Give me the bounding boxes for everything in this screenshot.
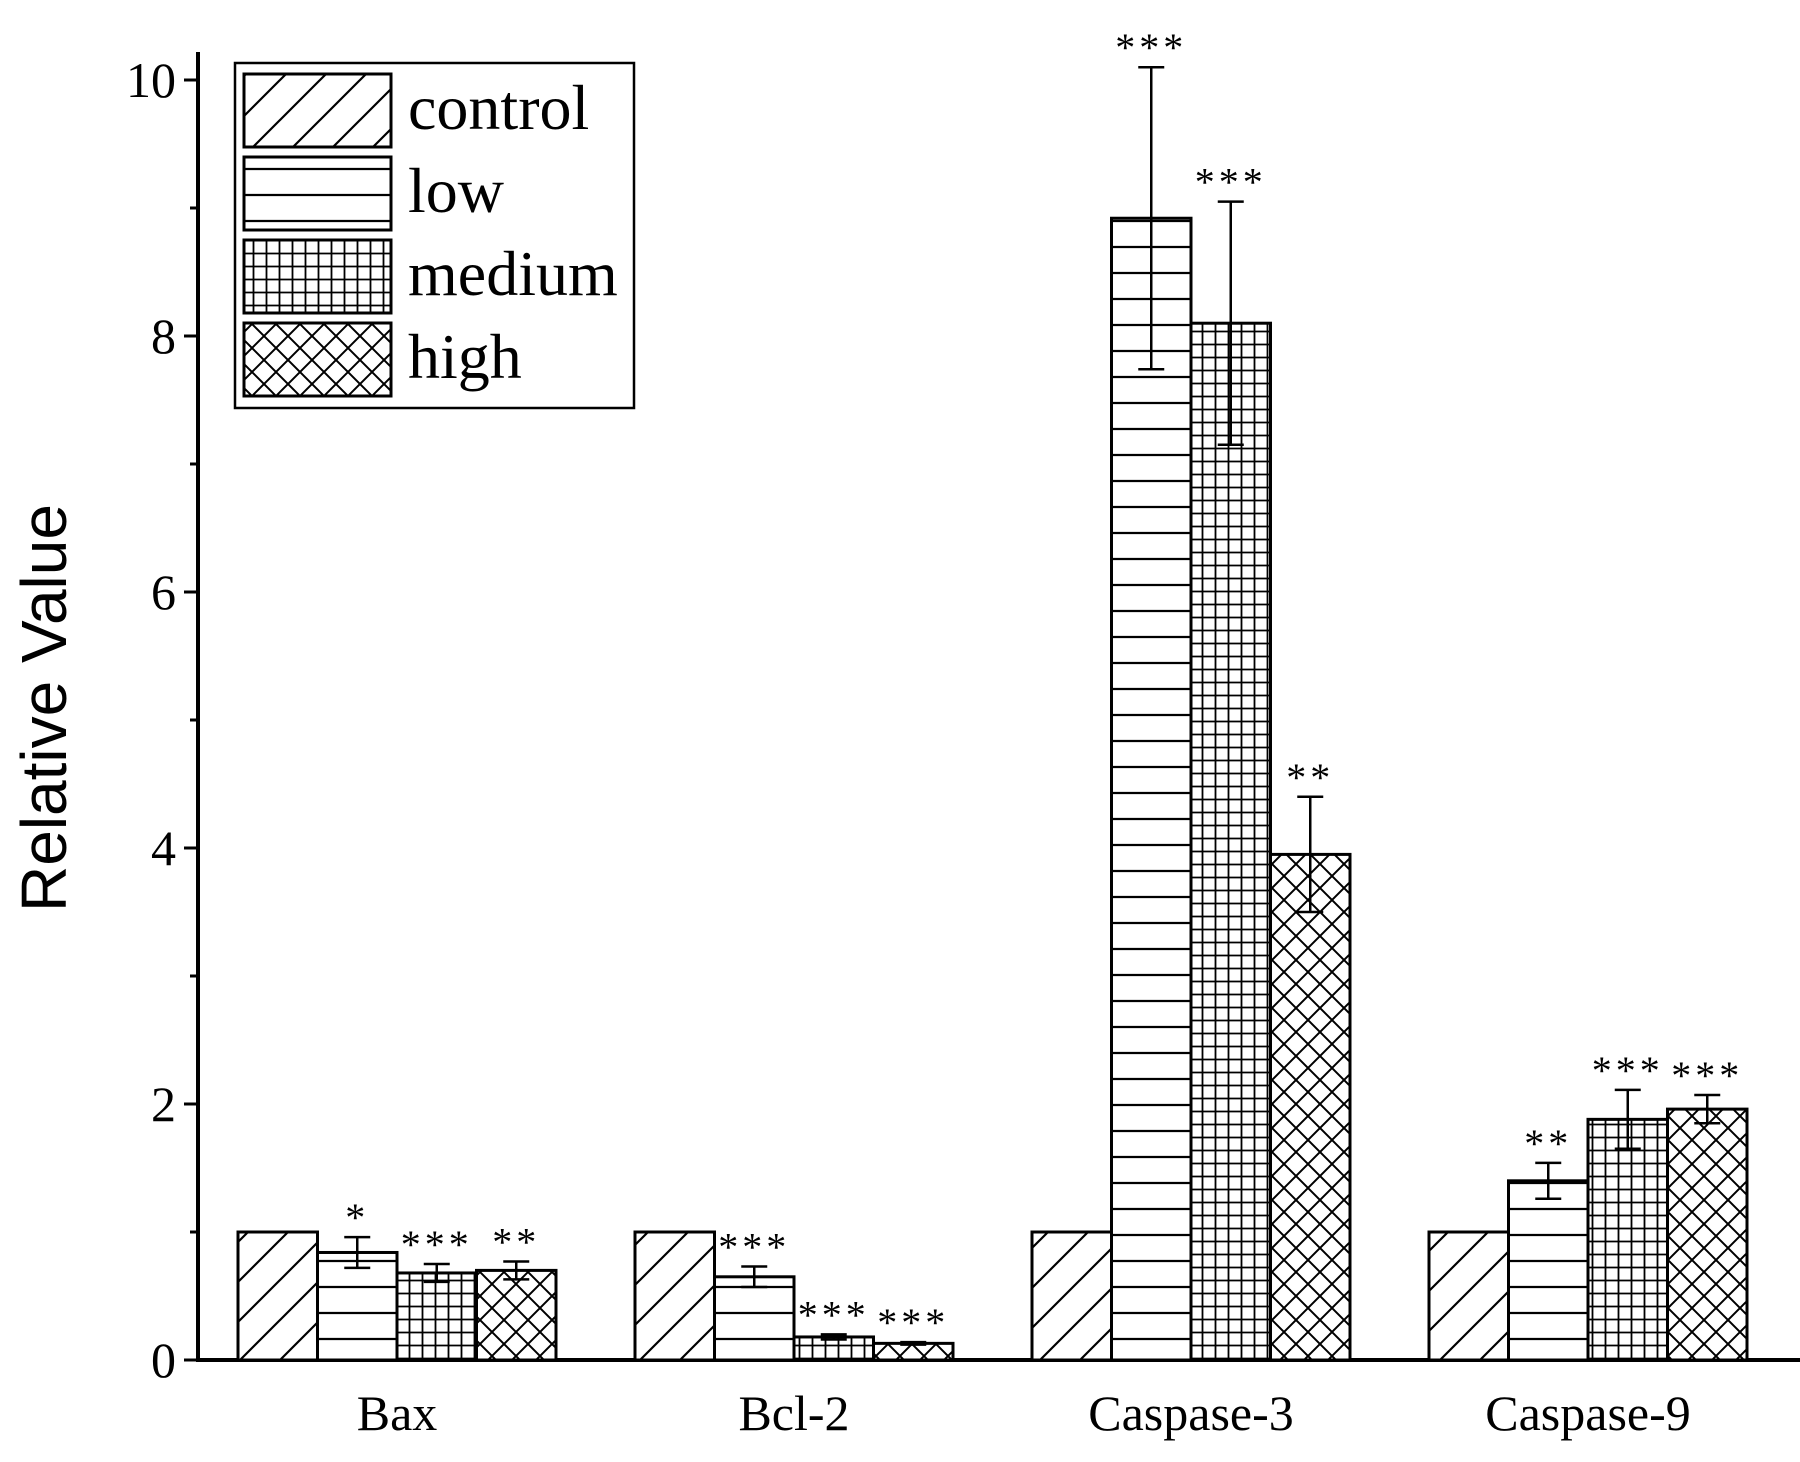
significance-marker: * bbox=[345, 1195, 369, 1240]
bar bbox=[475, 1268, 558, 1362]
legend-label: medium bbox=[408, 238, 618, 309]
significance-marker: *** bbox=[401, 1222, 473, 1267]
legend-label: control bbox=[408, 72, 589, 143]
x-tick-label: Caspase-9 bbox=[1485, 1385, 1691, 1441]
legend-label: low bbox=[408, 155, 504, 226]
bar bbox=[633, 1230, 716, 1362]
x-tick-label: Caspase-3 bbox=[1088, 1385, 1294, 1441]
legend-swatch bbox=[242, 321, 393, 398]
significance-marker: ** bbox=[492, 1219, 540, 1264]
significance-marker: *** bbox=[1671, 1053, 1743, 1098]
bar bbox=[1030, 1230, 1113, 1362]
bar bbox=[1507, 1179, 1590, 1362]
bar bbox=[1110, 216, 1193, 1362]
y-tick-label: 6 bbox=[151, 564, 176, 620]
significance-marker: *** bbox=[798, 1292, 870, 1337]
bar bbox=[1189, 321, 1272, 1362]
legend-label: high bbox=[408, 321, 522, 392]
bar bbox=[1666, 1107, 1749, 1362]
significance-marker: ** bbox=[1286, 755, 1334, 800]
y-tick-label: 10 bbox=[126, 52, 176, 108]
significance-marker: *** bbox=[1195, 160, 1267, 205]
legend: control low medium high bbox=[233, 61, 636, 410]
bar bbox=[1427, 1230, 1510, 1362]
bar bbox=[1586, 1117, 1669, 1362]
bar bbox=[316, 1250, 399, 1362]
x-tick-label: Bcl-2 bbox=[738, 1385, 849, 1441]
x-tick-label: Bax bbox=[357, 1385, 438, 1441]
significance-layer: **** ** ****** **************** *** bbox=[345, 25, 1743, 1345]
y-tick-label: 0 bbox=[151, 1332, 176, 1388]
bars-layer bbox=[236, 216, 1749, 1362]
y-tick-label: 2 bbox=[151, 1076, 176, 1132]
legend-swatch bbox=[242, 238, 393, 315]
legend-swatch bbox=[242, 72, 393, 149]
significance-marker: *** bbox=[877, 1300, 949, 1345]
error-bars-layer bbox=[344, 65, 1721, 1346]
y-axis-label: Relative Value bbox=[8, 504, 80, 912]
axes: 0 2 4 6 8 10 Bax Bcl-2 Caspase-3 Caspase-9 bbox=[126, 52, 1800, 1441]
bar bbox=[1269, 852, 1352, 1362]
significance-marker: ** bbox=[1524, 1121, 1572, 1166]
bar bbox=[236, 1230, 319, 1362]
legend-swatch bbox=[242, 155, 393, 232]
y-tick-label: 4 bbox=[151, 820, 176, 876]
bar bbox=[713, 1275, 796, 1362]
bar bbox=[395, 1271, 478, 1362]
y-tick-label: 8 bbox=[151, 308, 176, 364]
significance-marker: *** bbox=[1115, 25, 1187, 70]
significance-marker: *** bbox=[1592, 1048, 1664, 1093]
significance-marker: *** bbox=[718, 1225, 790, 1270]
